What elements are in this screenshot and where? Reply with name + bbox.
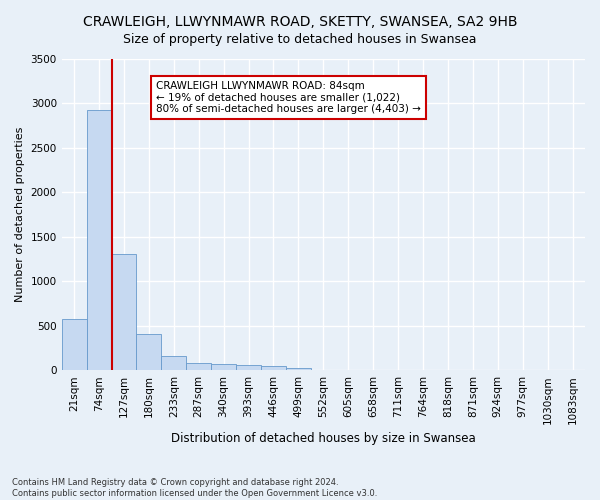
Bar	[112, 254, 136, 370]
Bar	[62, 318, 86, 370]
Bar	[161, 356, 186, 370]
Bar	[236, 366, 261, 370]
Bar	[286, 368, 311, 370]
Text: Contains HM Land Registry data © Crown copyright and database right 2024.
Contai: Contains HM Land Registry data © Crown c…	[12, 478, 377, 498]
Bar	[261, 366, 286, 370]
Y-axis label: Number of detached properties: Number of detached properties	[15, 127, 25, 302]
X-axis label: Distribution of detached houses by size in Swansea: Distribution of detached houses by size …	[171, 432, 476, 445]
Text: Size of property relative to detached houses in Swansea: Size of property relative to detached ho…	[123, 32, 477, 46]
Bar	[136, 334, 161, 370]
Text: CRAWLEIGH LLWYNMAWR ROAD: 84sqm
← 19% of detached houses are smaller (1,022)
80%: CRAWLEIGH LLWYNMAWR ROAD: 84sqm ← 19% of…	[156, 81, 421, 114]
Bar	[186, 362, 211, 370]
Text: CRAWLEIGH, LLWYNMAWR ROAD, SKETTY, SWANSEA, SA2 9HB: CRAWLEIGH, LLWYNMAWR ROAD, SKETTY, SWANS…	[83, 15, 517, 29]
Bar	[211, 364, 236, 370]
Bar	[86, 110, 112, 370]
